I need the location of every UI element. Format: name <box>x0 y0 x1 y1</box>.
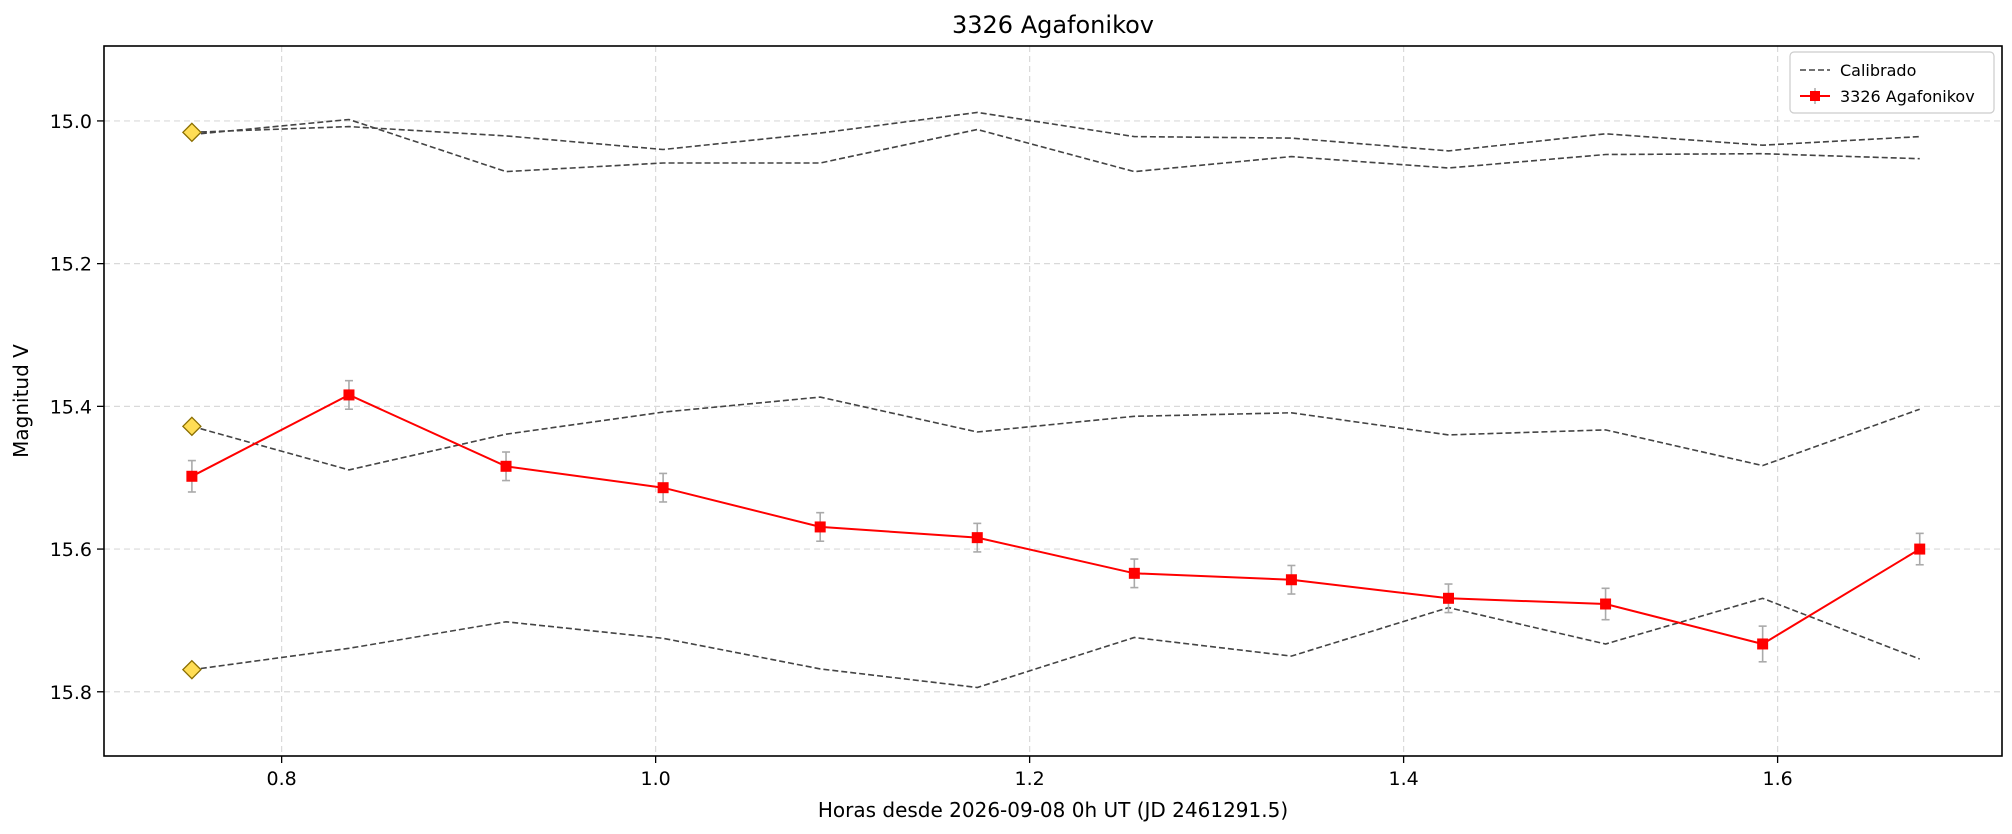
legend-marker-target <box>1810 91 1820 101</box>
data-point-marker <box>1757 638 1769 650</box>
x-tick-label: 1.6 <box>1762 768 1792 790</box>
axis-ticks: 0.8 1.0 1.2 1.4 1.6 15.0 15.2 15.4 15.6 15.8 <box>50 111 1793 790</box>
calibrated-series-line <box>191 396 1920 471</box>
data-point-marker <box>1128 567 1140 579</box>
calibrated-series-line <box>191 111 1920 152</box>
x-tick-label: 1.4 <box>1389 768 1419 790</box>
calibrated-series-line <box>191 118 1920 173</box>
x-tick-label: 1.0 <box>641 768 671 790</box>
y-tick-label: 15.2 <box>50 254 92 276</box>
legend: Calibrado 3326 Agafonikov <box>1789 51 1995 114</box>
y-tick-label: 15.6 <box>50 539 92 561</box>
y-tick-label: 15.4 <box>50 396 92 418</box>
data-point-marker <box>1914 543 1926 555</box>
data-point-marker <box>1285 574 1297 586</box>
data-point-marker <box>500 460 512 472</box>
marker-layer <box>181 122 1926 680</box>
legend-label-target: 3326 Agafonikov <box>1840 87 1975 106</box>
comparison-star-marker <box>181 122 202 143</box>
data-point-marker <box>657 482 669 494</box>
y-axis-label: Magnitud V <box>9 344 33 458</box>
calibrated-series-line <box>191 597 1920 689</box>
data-point-marker <box>971 532 983 544</box>
y-tick-label: 15.8 <box>50 682 92 704</box>
grid <box>104 46 2002 756</box>
y-tick-label: 15.0 <box>50 111 92 133</box>
series-layer <box>191 111 1921 689</box>
comparison-star-marker <box>181 416 202 437</box>
legend-box <box>1789 51 1995 114</box>
data-point-marker <box>343 389 355 401</box>
legend-label-calibrado: Calibrado <box>1840 61 1916 80</box>
plot-frame <box>103 45 2003 757</box>
target-series-line <box>191 393 1921 646</box>
chart-title: 3326 Agafonikov <box>952 11 1154 39</box>
x-tick-label: 1.2 <box>1015 768 1045 790</box>
data-point-marker <box>1600 598 1612 610</box>
data-point-marker <box>186 470 198 482</box>
comparison-star-marker <box>181 659 202 680</box>
x-axis-label: Horas desde 2026-09-08 0h UT (JD 2461291… <box>818 798 1288 822</box>
data-point-marker <box>1442 592 1454 604</box>
x-tick-label: 0.8 <box>267 768 297 790</box>
data-point-marker <box>814 521 826 533</box>
